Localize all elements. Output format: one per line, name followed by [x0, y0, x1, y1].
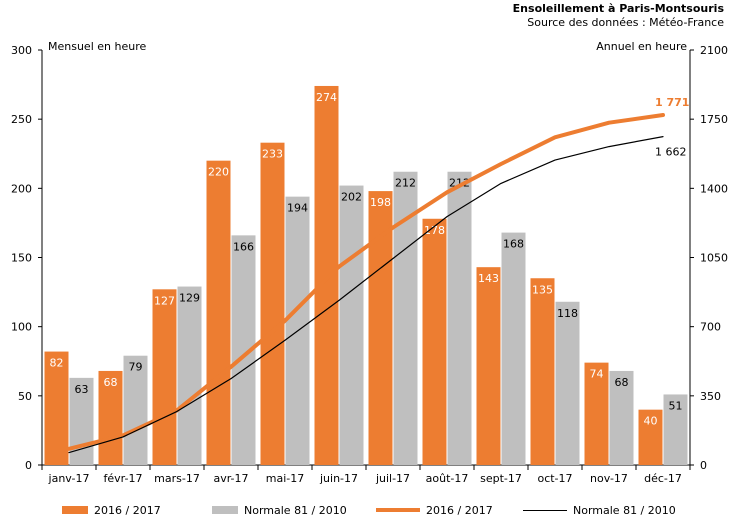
bar-year [314, 85, 339, 465]
bar-value-label: 168 [503, 238, 524, 251]
x-tick-label: déc-17 [644, 472, 682, 485]
bar-value-label: 220 [208, 166, 229, 179]
legend-swatch [523, 509, 567, 511]
legend-label: 2016 / 2017 [94, 503, 161, 517]
left-tick-label: 0 [25, 459, 32, 472]
bar-normal [609, 370, 634, 465]
legend-label: Normale 81 / 2010 [244, 503, 347, 517]
bar-normal [69, 377, 94, 465]
bar-normal [339, 185, 364, 466]
bar-value-label: 118 [557, 307, 578, 320]
x-tick-label: févr-17 [104, 472, 143, 485]
bar-value-label: 40 [644, 415, 658, 428]
bar-year [476, 267, 501, 465]
bar-value-label: 178 [424, 224, 445, 237]
left-tick-label: 300 [11, 44, 32, 57]
bar-value-label: 82 [50, 357, 64, 370]
bar-value-label: 74 [590, 368, 604, 381]
legend-item-line-2016-2017: 2016 / 2017 [376, 500, 493, 520]
chart-title-block: Ensoleillement à Paris-Montsouris Source… [513, 2, 724, 30]
line-end-label: 1 662 [655, 146, 687, 159]
bar-value-label: 68 [615, 376, 629, 389]
left-tick-label: 50 [18, 390, 32, 403]
x-tick-label: mars-17 [154, 472, 200, 485]
right-tick-label: 1750 [700, 113, 728, 126]
chart-subtitle: Source des données : Météo-France [527, 16, 724, 29]
bar-value-label: 166 [233, 240, 254, 253]
bar-value-label: 233 [262, 148, 283, 161]
legend-swatch [62, 506, 88, 514]
bar-value-label: 135 [532, 283, 553, 296]
bar-year [44, 351, 69, 465]
legend-label: Normale 81 / 2010 [573, 503, 676, 517]
bar-normal [123, 355, 148, 465]
left-axis-title: Mensuel en heure [48, 40, 147, 53]
x-tick-label: août-17 [426, 472, 469, 485]
bar-value-label: 129 [179, 292, 200, 305]
bar-value-label: 127 [154, 294, 175, 307]
legend-item-bar-2016-2017: 2016 / 2017 [62, 500, 161, 520]
x-tick-label: juin-17 [319, 472, 358, 485]
bar-value-label: 51 [669, 399, 683, 412]
bar-value-label: 68 [104, 376, 118, 389]
bar-value-label: 63 [75, 383, 89, 396]
bar-year [98, 370, 123, 465]
line-normal-cumulative [68, 136, 664, 454]
x-tick-label: mai-17 [266, 472, 304, 485]
right-tick-label: 2100 [700, 44, 728, 57]
bar-year [530, 278, 555, 465]
bar-value-label: 198 [370, 196, 391, 209]
legend-swatch [376, 508, 420, 512]
right-tick-label: 1400 [700, 182, 728, 195]
bar-year [638, 409, 663, 465]
x-tick-label: oct-17 [537, 472, 572, 485]
bar-value-label: 194 [287, 202, 308, 215]
bar-value-label: 79 [129, 361, 143, 374]
line-end-label: 1 771 [655, 96, 689, 109]
x-tick-label: avr-17 [213, 472, 248, 485]
bar-year [152, 289, 177, 465]
bar-normal [663, 394, 688, 465]
bar-normal [447, 171, 472, 465]
right-tick-label: 700 [700, 321, 721, 334]
bar-normal [555, 301, 580, 465]
legend-item-line-normale: Normale 81 / 2010 [523, 500, 676, 520]
left-tick-label: 200 [11, 182, 32, 195]
legend-swatch [212, 506, 238, 514]
x-tick-label: sept-17 [480, 472, 522, 485]
right-tick-label: 0 [700, 459, 707, 472]
right-axis-title: Annuel en heure [596, 40, 687, 53]
bar-year [206, 160, 231, 465]
bar-value-label: 202 [341, 191, 362, 204]
bar-value-label: 212 [395, 177, 416, 190]
bar-normal [177, 286, 202, 465]
left-tick-label: 150 [11, 252, 32, 265]
x-tick-label: janv-17 [48, 472, 90, 485]
right-tick-label: 1050 [700, 252, 728, 265]
legend-item-bar-normale: Normale 81 / 2010 [212, 500, 347, 520]
bar-year [260, 142, 285, 465]
bar-value-label: 274 [316, 91, 337, 104]
line-year-cumulative [67, 113, 665, 451]
bar-year [422, 218, 447, 465]
right-tick-label: 350 [700, 390, 721, 403]
x-tick-label: juil-17 [375, 472, 410, 485]
chart-title: Ensoleillement à Paris-Montsouris [512, 2, 724, 15]
bar-value-label: 143 [478, 272, 499, 285]
left-tick-label: 250 [11, 113, 32, 126]
bar-normal [501, 232, 526, 465]
left-tick-label: 100 [11, 321, 32, 334]
legend: 2016 / 2017 Normale 81 / 2010 2016 / 201… [0, 500, 730, 522]
legend-label: 2016 / 2017 [426, 503, 493, 517]
x-tick-label: nov-17 [590, 472, 628, 485]
bar-year [584, 362, 609, 465]
